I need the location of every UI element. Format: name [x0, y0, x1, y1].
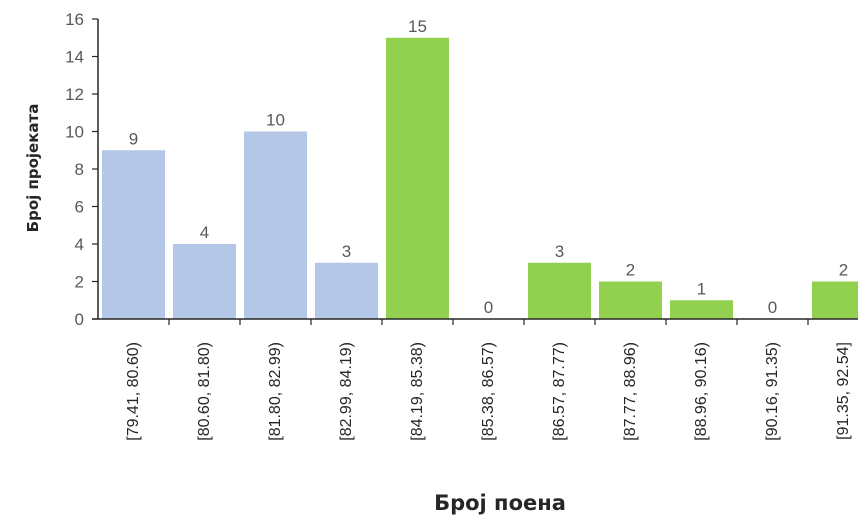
y-axis-title: Број пројеката	[24, 104, 42, 233]
y-axis-ticks: 0 2 4 6 8 10 12 14 16	[65, 10, 98, 329]
bar-value-label: 0	[484, 298, 493, 317]
y-tick-label: 16	[65, 10, 84, 29]
bars	[102, 37, 858, 319]
x-tick-label: [84.19, 85.38)	[409, 342, 426, 441]
bar-value-label: 0	[768, 298, 777, 317]
bar	[670, 300, 733, 319]
bar-value-label: 1	[697, 279, 706, 298]
bar-value-label: 15	[408, 17, 427, 36]
bar	[102, 150, 165, 319]
bar-value-label: 4	[200, 223, 209, 242]
x-tick-label: [91.35, 92.54]	[835, 342, 852, 440]
bar	[386, 37, 449, 319]
x-tick-label: [79.41, 80.60)	[125, 342, 142, 441]
bar-value-label: 2	[626, 261, 635, 280]
x-axis-title: Број поена	[434, 491, 566, 515]
y-tick-label: 10	[65, 123, 84, 142]
y-tick-label: 2	[75, 273, 84, 292]
x-tick-label: [88.96, 90.16)	[693, 342, 710, 441]
x-tick-label: [90.16, 91.35)	[764, 342, 781, 441]
x-tick-label: [81.80, 82.99)	[267, 342, 284, 441]
bar-value-label: 10	[266, 111, 285, 130]
x-tick-label: [86.57, 87.77)	[551, 342, 568, 441]
y-tick-label: 14	[65, 48, 84, 67]
y-tick-label: 0	[75, 310, 84, 329]
bar-value-label: 9	[129, 129, 138, 148]
bar-value-label: 3	[555, 242, 564, 261]
bar	[599, 281, 662, 319]
bar-value-label: 2	[839, 261, 848, 280]
bar	[315, 262, 378, 319]
bar-value-label: 3	[342, 242, 351, 261]
bar	[528, 262, 591, 319]
y-tick-label: 12	[65, 85, 84, 104]
x-tick-label: [82.99, 84.19)	[338, 342, 355, 441]
x-tick-label: [80.60, 81.80)	[196, 342, 213, 441]
y-tick-label: 8	[75, 160, 84, 179]
x-axis-ticks: [79.41, 80.60) [80.60, 81.80) [81.80, 82.9…	[125, 319, 852, 441]
bar	[244, 131, 307, 319]
y-tick-label: 6	[75, 198, 84, 217]
x-tick-label: [87.77, 88.96)	[622, 342, 639, 441]
y-tick-label: 4	[75, 235, 84, 254]
bar	[173, 244, 236, 319]
x-tick-label: [85.38, 86.57)	[480, 342, 497, 441]
bar	[812, 281, 858, 319]
